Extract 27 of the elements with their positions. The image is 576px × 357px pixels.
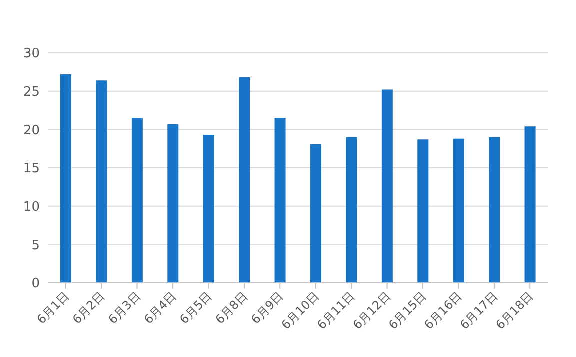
bar (168, 124, 179, 283)
bar (418, 140, 429, 283)
y-tick-label: 25 (23, 84, 40, 100)
bar (310, 144, 322, 283)
x-tick-label: 6月2日 (70, 289, 108, 327)
y-tick-label: 30 (23, 46, 40, 62)
bar (346, 137, 358, 283)
x-tick-label: 6月5日 (177, 289, 215, 327)
bar (489, 137, 500, 283)
y-tick-label: 0 (32, 276, 40, 292)
bar (453, 138, 464, 283)
bar (96, 80, 108, 283)
bar (203, 135, 214, 283)
bar (60, 74, 72, 283)
bar (239, 78, 250, 283)
bar (274, 118, 286, 283)
y-tick-label: 15 (23, 162, 40, 177)
y-tick-label: 20 (23, 123, 40, 138)
y-tick-label: 5 (32, 238, 40, 254)
x-tick-label: 6月4日 (141, 289, 180, 327)
bar (524, 126, 536, 283)
bar (132, 118, 143, 283)
bar (382, 90, 393, 283)
x-tick-label: 6月1日 (34, 289, 72, 327)
y-tick-label: 10 (23, 200, 40, 215)
x-tick-label: 6月8日 (212, 289, 251, 327)
x-tick-label: 6月3日 (106, 289, 144, 327)
